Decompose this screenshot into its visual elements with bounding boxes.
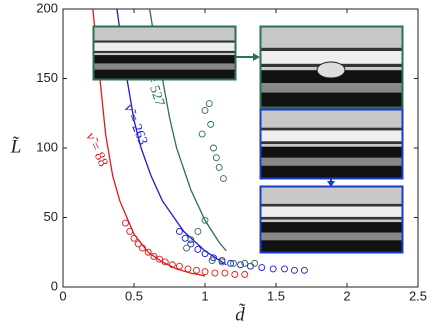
y-tick-label: 50 xyxy=(44,209,58,224)
data-point xyxy=(168,261,176,269)
data-point xyxy=(130,234,138,242)
data-point xyxy=(227,259,235,267)
data-point xyxy=(207,120,215,128)
data-point xyxy=(258,264,266,271)
y-tick-label: 150 xyxy=(36,70,58,85)
data-point xyxy=(139,244,146,252)
x-axis-label: d̃ xyxy=(235,304,246,326)
data-point xyxy=(187,240,195,248)
x-tick-label: 1 xyxy=(201,288,208,303)
inset-photos xyxy=(92,25,404,254)
data-point xyxy=(212,154,220,162)
data-point xyxy=(201,107,209,114)
data-point xyxy=(126,227,134,235)
data-point xyxy=(211,269,219,277)
data-point xyxy=(175,262,183,270)
data-point xyxy=(291,266,298,274)
data-point xyxy=(181,234,189,242)
data-point xyxy=(201,250,209,258)
data-point xyxy=(144,248,152,256)
data-point xyxy=(194,246,202,253)
y-axis-label: L̃ xyxy=(10,136,22,157)
data-point xyxy=(184,265,192,273)
data-point xyxy=(215,164,223,171)
data-point xyxy=(231,271,239,278)
data-point xyxy=(218,258,226,266)
curve-label: ν̃ = 263 xyxy=(120,103,150,148)
curve xyxy=(92,8,206,277)
y-tick-label: 0 xyxy=(51,278,58,293)
data-point xyxy=(150,252,158,260)
data-point xyxy=(251,259,259,267)
data-point xyxy=(241,259,249,267)
data-point xyxy=(205,100,213,107)
data-point xyxy=(221,269,229,277)
data-point xyxy=(220,175,227,183)
data-point xyxy=(175,227,183,235)
data-point xyxy=(300,266,308,274)
y-tick-label: 100 xyxy=(36,139,58,154)
data-point xyxy=(198,130,206,138)
data-point xyxy=(269,265,277,273)
data-point xyxy=(246,262,254,270)
data-point xyxy=(183,244,190,252)
data-point xyxy=(161,258,169,266)
data-point xyxy=(193,266,200,274)
data-point xyxy=(187,236,195,244)
x-tick-label: 0 xyxy=(59,288,66,303)
data-point xyxy=(237,261,244,269)
x-tick-label: 0.5 xyxy=(125,288,143,303)
x-tick-label: 2 xyxy=(343,288,350,303)
data-point xyxy=(156,255,164,263)
x-tick-label: 1.5 xyxy=(267,288,285,303)
data-point xyxy=(208,257,216,265)
data-point xyxy=(281,265,288,273)
data-point xyxy=(229,259,237,267)
x-tick-label: 2.5 xyxy=(409,288,427,303)
data-point xyxy=(210,144,217,152)
data-point xyxy=(194,227,202,235)
y-tick-label: 200 xyxy=(36,0,58,15)
data-point xyxy=(241,271,249,278)
data-point xyxy=(201,216,209,224)
data-point xyxy=(122,219,129,227)
data-point xyxy=(134,240,142,248)
data-point xyxy=(201,268,209,276)
